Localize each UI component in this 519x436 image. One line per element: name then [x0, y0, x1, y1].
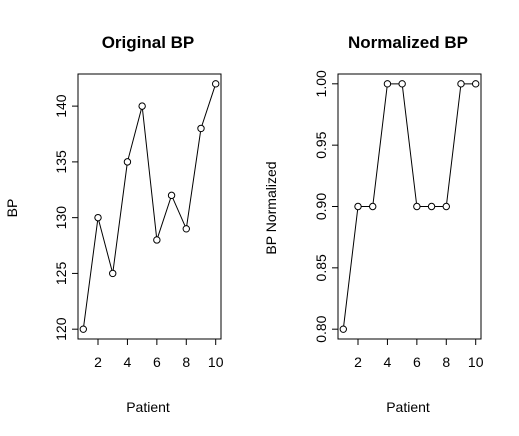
- y-axis-label: BP: [4, 199, 20, 218]
- y-axis-label: BP Normalized: [263, 161, 279, 254]
- y-tick-label: 0.90: [313, 193, 329, 220]
- chart-marks: 2 4 6 8 10 120 125 130 135 140: [53, 80, 224, 370]
- series-line: [82, 83, 217, 330]
- data-point: [182, 225, 190, 233]
- data-point: [153, 236, 161, 244]
- chart-panel-original-bp: Original BP Patient BP 2 4 6 8 10 120 125 130 13…: [4, 33, 224, 415]
- data-point: [197, 124, 205, 133]
- series-line: [342, 83, 476, 330]
- data-point: [123, 158, 132, 166]
- x-tick-label: 2: [94, 354, 102, 370]
- data-point: [354, 202, 362, 211]
- data-point: [413, 202, 421, 211]
- data-point: [457, 80, 465, 88]
- y-tick-label: 120: [53, 317, 69, 341]
- y-tick-label: 0.80: [313, 315, 329, 342]
- data-point: [138, 102, 146, 110]
- x-tick-label: 6: [153, 354, 161, 370]
- x-axis-label: Patient: [386, 399, 430, 415]
- y-tick-label: 125: [53, 262, 69, 286]
- x-tick-label: 2: [354, 354, 362, 370]
- data-point: [212, 80, 220, 88]
- data-point: [109, 269, 117, 278]
- data-point: [383, 80, 392, 88]
- chart-panel-normalized-bp: Normalized BP Patient BP Normalized 2 4 6 8…: [263, 33, 484, 415]
- y-tick-label: 130: [53, 206, 69, 230]
- data-point: [427, 202, 436, 211]
- data-point: [398, 80, 406, 88]
- x-tick-label: 10: [468, 354, 484, 370]
- y-tick-label: 135: [53, 150, 69, 174]
- data-point: [167, 191, 176, 200]
- x-tick-label: 4: [124, 354, 132, 370]
- y-tick-label: 0.85: [313, 254, 329, 281]
- y-tick-label: 1.00: [313, 70, 329, 97]
- y-tick-label: 140: [53, 94, 69, 118]
- x-tick-label: 8: [442, 354, 450, 370]
- chart-title: Normalized BP: [348, 33, 468, 52]
- chart-title: Original BP: [102, 33, 195, 52]
- data-point: [94, 213, 102, 222]
- x-tick-label: 4: [384, 354, 392, 370]
- chart-marks: 2 4 6 8 10 0.80 0.85 0.90 0.95 1.00: [313, 70, 484, 370]
- x-axis-label: Patient: [126, 399, 170, 415]
- y-tick-label: 0.95: [313, 131, 329, 158]
- x-tick-label: 6: [413, 354, 421, 370]
- plot-frame: [77, 73, 222, 340]
- x-tick-label: 8: [182, 354, 190, 370]
- data-point: [79, 325, 87, 333]
- data-point: [339, 325, 347, 333]
- data-point: [442, 202, 450, 211]
- data-point: [472, 80, 480, 88]
- x-tick-label: 10: [208, 354, 224, 370]
- data-point: [369, 202, 377, 211]
